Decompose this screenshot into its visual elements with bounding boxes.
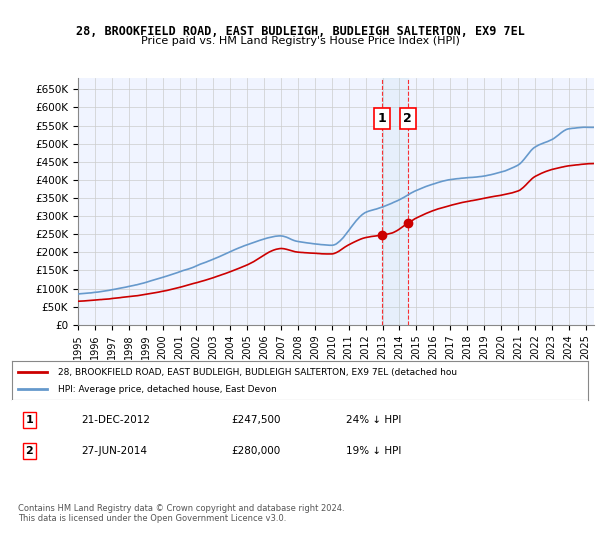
- Text: 19% ↓ HPI: 19% ↓ HPI: [346, 446, 401, 456]
- Bar: [382, 78, 408, 325]
- Text: 28, BROOKFIELD ROAD, EAST BUDLEIGH, BUDLEIGH SALTERTON, EX9 7EL: 28, BROOKFIELD ROAD, EAST BUDLEIGH, BUDL…: [76, 25, 524, 38]
- Text: 1: 1: [25, 415, 33, 425]
- Text: 28, BROOKFIELD ROAD, EAST BUDLEIGH, BUDLEIGH SALTERTON, EX9 7EL (detached hou: 28, BROOKFIELD ROAD, EAST BUDLEIGH, BUDL…: [58, 368, 457, 377]
- Text: 2: 2: [25, 446, 33, 456]
- Text: £280,000: £280,000: [231, 446, 280, 456]
- Text: 24% ↓ HPI: 24% ↓ HPI: [346, 415, 401, 425]
- Text: Price paid vs. HM Land Registry's House Price Index (HPI): Price paid vs. HM Land Registry's House …: [140, 36, 460, 46]
- Text: 21-DEC-2012: 21-DEC-2012: [81, 415, 150, 425]
- Text: HPI: Average price, detached house, East Devon: HPI: Average price, detached house, East…: [58, 385, 277, 394]
- Text: Contains HM Land Registry data © Crown copyright and database right 2024.
This d: Contains HM Land Registry data © Crown c…: [18, 504, 344, 524]
- Text: 1: 1: [377, 112, 386, 125]
- Text: 2: 2: [403, 112, 412, 125]
- Text: £247,500: £247,500: [231, 415, 280, 425]
- Text: 27-JUN-2014: 27-JUN-2014: [81, 446, 147, 456]
